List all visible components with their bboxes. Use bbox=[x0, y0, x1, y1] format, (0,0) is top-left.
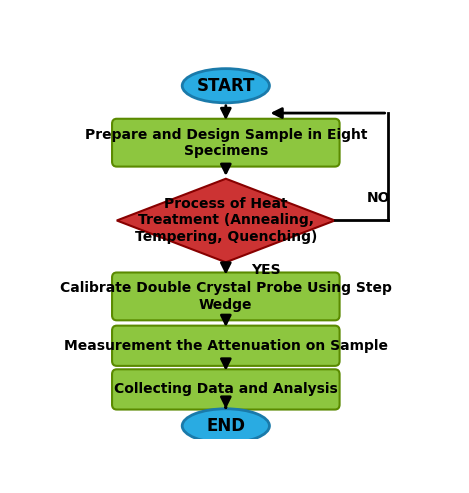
Text: YES: YES bbox=[251, 263, 281, 277]
Text: START: START bbox=[197, 77, 255, 95]
FancyBboxPatch shape bbox=[112, 119, 340, 167]
Polygon shape bbox=[117, 179, 335, 262]
Text: Collecting Data and Analysis: Collecting Data and Analysis bbox=[114, 383, 338, 396]
Text: Prepare and Design Sample in Eight
Specimens: Prepare and Design Sample in Eight Speci… bbox=[84, 128, 367, 158]
FancyBboxPatch shape bbox=[112, 273, 340, 320]
Text: END: END bbox=[206, 417, 245, 435]
FancyBboxPatch shape bbox=[112, 369, 340, 410]
Ellipse shape bbox=[182, 409, 269, 443]
FancyBboxPatch shape bbox=[112, 326, 340, 366]
Text: Calibrate Double Crystal Probe Using Step
Wedge: Calibrate Double Crystal Probe Using Ste… bbox=[60, 282, 392, 312]
Text: NO: NO bbox=[367, 191, 390, 205]
Text: Process of Heat
Treatment (Annealing,
Tempering, Quenching): Process of Heat Treatment (Annealing, Te… bbox=[135, 197, 317, 244]
Ellipse shape bbox=[182, 69, 269, 103]
Text: Measurement the Attenuation on Sample: Measurement the Attenuation on Sample bbox=[64, 339, 388, 353]
